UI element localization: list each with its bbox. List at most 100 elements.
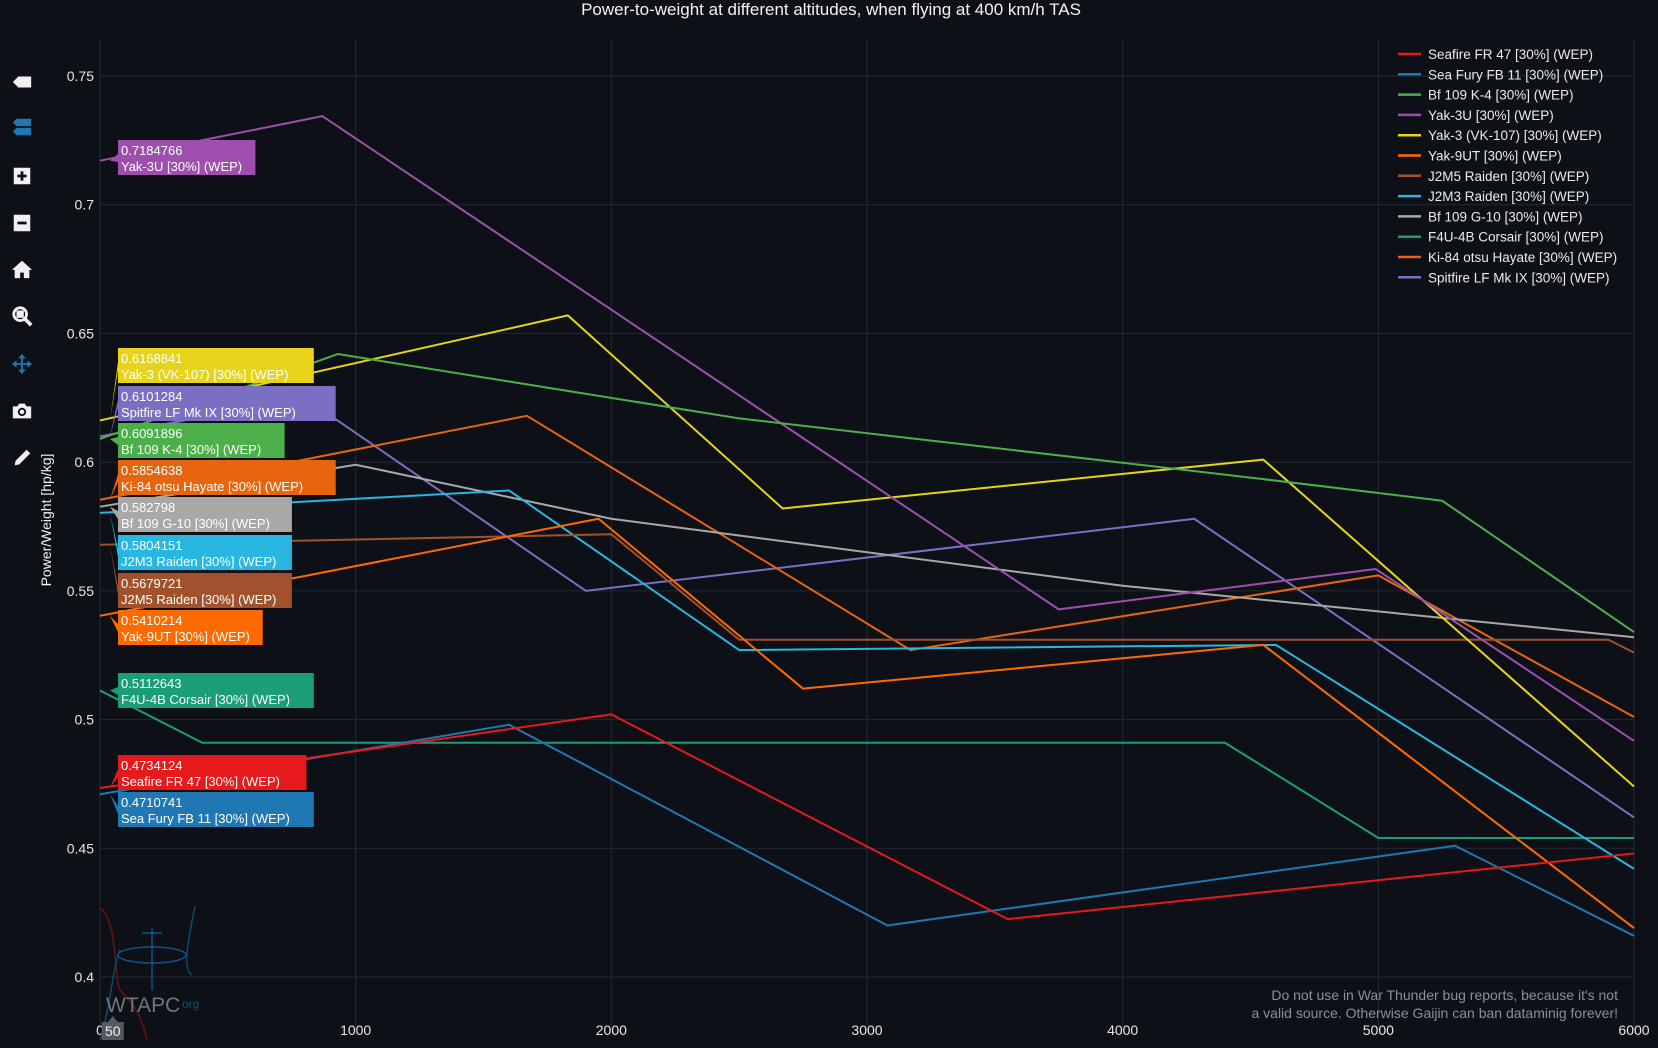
hover-label-box — [118, 348, 314, 383]
legend-label: F4U-4B Corsair [30%] (WEP) — [1428, 230, 1604, 245]
hover-label-value: 0.6091896 — [121, 426, 182, 441]
legend-item[interactable]: Bf 109 G-10 [30%] (WEP) — [1398, 209, 1583, 224]
legend-item[interactable]: Ki-84 otsu Hayate [30%] (WEP) — [1398, 250, 1617, 265]
tag-icon — [11, 71, 33, 99]
legend-item[interactable]: Seafire FR 47 [30%] (WEP) — [1398, 47, 1593, 62]
hover-label-value: 0.6101284 — [121, 389, 182, 404]
logo-suffix: org — [182, 997, 199, 1011]
series-line[interactable] — [99, 414, 1635, 718]
disclaimer-text: Do not use in War Thunder bug reports, b… — [1271, 987, 1618, 1003]
series-line[interactable] — [99, 713, 1635, 921]
pencil-icon — [11, 447, 33, 475]
legend-label: Seafire FR 47 [30%] (WEP) — [1428, 47, 1593, 62]
hover-label-value: 0.5410214 — [121, 613, 182, 628]
hover-label-pointer — [110, 154, 118, 162]
hover-label-pointer — [110, 687, 118, 695]
series-line[interactable] — [99, 489, 1635, 870]
legend-label: Ki-84 otsu Hayate [30%] (WEP) — [1428, 250, 1617, 265]
y-tick-label: 0.5 — [75, 712, 95, 728]
series-line[interactable] — [99, 533, 1635, 654]
show-closest-data-button[interactable] — [8, 71, 36, 99]
y-axis-label: Power/Weight [hp/kg] — [38, 454, 54, 587]
draw-button[interactable] — [8, 447, 36, 475]
hover-label-box — [118, 140, 256, 175]
y-tick-label: 0.45 — [67, 840, 94, 856]
hover-label-value: 0.5804151 — [121, 538, 182, 553]
grid — [99, 40, 1635, 1030]
hover-label-name: Bf 109 K-4 [30%] (WEP) — [121, 442, 261, 457]
hover-label-value: 0.582798 — [121, 500, 175, 515]
hover-label-value: 0.5112643 — [121, 676, 182, 691]
legend-label: Spitfire LF Mk IX [30%] (WEP) — [1428, 270, 1610, 285]
hover-label-box — [118, 535, 292, 570]
legend-item[interactable]: Yak-9UT [30%] (WEP) — [1398, 149, 1562, 164]
hover-label-box — [118, 497, 292, 532]
hover-label-name: Yak-3U [30%] (WEP) — [121, 159, 242, 174]
hover-label-pointer — [110, 506, 118, 519]
series-line[interactable] — [99, 517, 1635, 929]
hover-label-pointer — [110, 474, 118, 500]
zoom-in-button[interactable] — [8, 165, 36, 193]
hover-label-pointer — [110, 794, 118, 814]
hover-label-value: 0.7184766 — [121, 143, 182, 158]
y-tick-label: 0.75 — [67, 68, 94, 84]
x-tick-label: 2000 — [596, 1022, 627, 1038]
legend-item[interactable]: J2M5 Raiden [30%] (WEP) — [1398, 169, 1589, 184]
logo-text: WTAPC — [106, 994, 180, 1017]
legend-item[interactable]: Yak-3 (VK-107) [30%] (WEP) — [1398, 128, 1602, 143]
y-tick-label: 0.55 — [67, 583, 94, 599]
hover-label-name: F4U-4B Corsair [30%] (WEP) — [121, 692, 290, 707]
hover-x-value: 50 — [105, 1023, 121, 1039]
zoom-out-button[interactable] — [8, 212, 36, 240]
legend-item[interactable]: J2M3 Raiden [30%] (WEP) — [1398, 189, 1589, 204]
legend-label: Sea Fury FB 11 [30%] (WEP) — [1428, 67, 1603, 82]
legend: Seafire FR 47 [30%] (WEP) Sea Fury FB 11 … — [1398, 47, 1617, 285]
hover-label-value: 0.4734124 — [121, 758, 182, 773]
legend-item[interactable]: Sea Fury FB 11 [30%] (WEP) — [1398, 67, 1603, 82]
hover-x-badge — [101, 1022, 124, 1040]
zoom-button[interactable] — [8, 305, 36, 333]
compare-icon — [11, 116, 33, 144]
series-line[interactable] — [99, 314, 1635, 788]
hover-label-name: Spitfire LF Mk IX [30%] (WEP) — [121, 405, 296, 420]
hover-label-name: Seafire FR 47 [30%] (WEP) — [121, 774, 280, 789]
legend-label: J2M3 Raiden [30%] (WEP) — [1428, 189, 1589, 204]
magnifier-icon — [11, 305, 33, 333]
download-png-button[interactable] — [8, 400, 36, 428]
hover-label-name: Yak-3 (VK-107) [30%] (WEP) — [121, 367, 288, 382]
y-tick-label: 0.7 — [75, 197, 95, 213]
home-icon — [11, 258, 33, 286]
hover-label-value: 0.5679721 — [121, 576, 182, 591]
series-line[interactable] — [99, 115, 1635, 742]
compare-data-button[interactable] — [8, 116, 36, 144]
legend-item[interactable]: Bf 109 K-4 [30%] (WEP) — [1398, 88, 1574, 103]
legend-item[interactable]: Spitfire LF Mk IX [30%] (WEP) — [1398, 270, 1610, 285]
legend-label: Yak-3U [30%] (WEP) — [1428, 108, 1554, 123]
camera-icon — [11, 400, 33, 428]
hover-label-box — [118, 386, 336, 421]
disclaimer-text: a valid source. Otherwise Gaijin can ban… — [1251, 1005, 1618, 1021]
hover-label-name: Sea Fury FB 11 [30%] (WEP) — [121, 811, 290, 826]
pan-button[interactable] — [8, 353, 36, 381]
x-tick-label: 4000 — [1107, 1022, 1138, 1038]
hover-label-box — [118, 792, 314, 827]
x-tick-label: 3000 — [851, 1022, 882, 1038]
hover-label-box — [118, 460, 336, 495]
legend-item[interactable]: F4U-4B Corsair [30%] (WEP) — [1398, 230, 1604, 245]
hover-label-value: 0.6168841 — [121, 351, 182, 366]
series-line[interactable] — [99, 689, 1634, 839]
reset-axes-button[interactable] — [8, 258, 36, 286]
legend-label: Yak-9UT [30%] (WEP) — [1428, 149, 1562, 164]
legend-item[interactable]: Yak-3U [30%] (WEP) — [1398, 108, 1554, 123]
legend-label: J2M5 Raiden [30%] (WEP) — [1428, 169, 1589, 184]
